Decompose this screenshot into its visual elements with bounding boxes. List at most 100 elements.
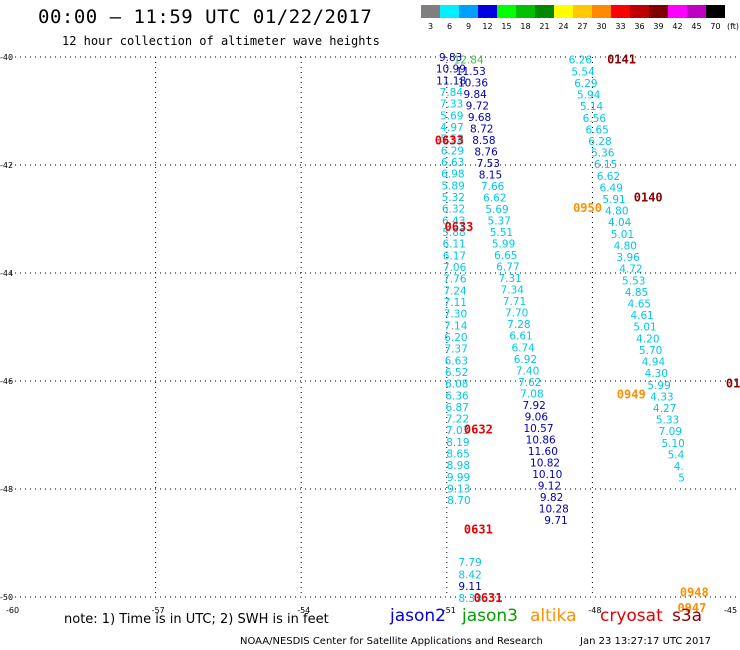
lat-tick-label: -46: [0, 377, 13, 386]
credit-line: NOAA/NESDIS Center for Satellite Applica…: [240, 636, 543, 647]
lon-tick-label: -51: [443, 606, 456, 615]
swh-value: 7.84: [440, 87, 464, 99]
swh-value: 9.11: [458, 581, 481, 593]
lat-tick-label: -50: [0, 593, 13, 602]
swh-value: 9.12: [538, 480, 561, 492]
swh-value: 6.17: [443, 250, 466, 262]
swh-value: 7.28: [507, 319, 530, 331]
swh-value: 4.20: [636, 333, 659, 345]
swh-value: 11.60: [528, 446, 558, 458]
swh-value: 6.87: [446, 402, 469, 414]
swh-value: 4.97: [440, 122, 463, 134]
swh-value: 7.09: [659, 426, 682, 438]
swh-value: 8.58: [472, 135, 495, 147]
swh-value: 9.99: [447, 472, 470, 484]
satellite-s3a: s3a: [672, 606, 703, 626]
swh-value: 5.91: [602, 194, 625, 206]
swh-value: 5.94: [577, 90, 601, 102]
legend-label-42: 42: [672, 22, 683, 31]
swh-value: 7.62: [518, 377, 541, 389]
legend-unit: (ft): [726, 22, 740, 31]
swh-value: 6.98: [441, 169, 464, 181]
satellite-jason2: jason2: [390, 606, 446, 626]
swh-value: 5.69: [440, 110, 463, 122]
swh-value: 9.84: [463, 89, 487, 101]
swh-value: 6.74: [512, 342, 536, 354]
swh-value: 6.20: [444, 332, 467, 344]
swh-value: 6.36: [445, 390, 469, 402]
legend-label-18: 18: [520, 22, 531, 31]
swh-value: 7.79: [458, 557, 481, 569]
swh-value: 6.28: [588, 136, 611, 148]
swh-value: 6.56: [583, 113, 607, 125]
swh-value: 6.26: [569, 55, 593, 67]
swh-value: 5.88: [442, 227, 465, 239]
legend-swatch-9: [459, 5, 478, 18]
swh-value: 6.77: [496, 262, 519, 274]
pass-time-label: 0631: [464, 523, 493, 537]
legend-label-33: 33: [615, 22, 626, 31]
pass-time-label: 0633: [435, 134, 464, 148]
swh-value: 7.30: [444, 309, 467, 321]
legend-label-3: 3: [427, 22, 434, 31]
legend-label-27: 27: [577, 22, 588, 31]
swh-value: 4.61: [630, 310, 653, 322]
swh-value: 7.34: [501, 285, 525, 297]
pass-time-label: 0631: [474, 591, 503, 605]
swh-value: 5: [678, 473, 685, 485]
swh-value: 7.22: [446, 414, 469, 426]
swh-value: 3.96: [616, 252, 640, 264]
footer-note: note: 1) Time is in UTC; 2) SWH is in fe…: [64, 612, 329, 627]
swh-value: 7.40: [516, 365, 539, 377]
swh-value: 8.98: [447, 460, 470, 472]
swh-value: 6.11: [442, 239, 465, 251]
swh-value: 4.30: [645, 368, 668, 380]
pass-time-label: 0140: [634, 190, 663, 204]
swh-value: 5.54: [571, 66, 595, 78]
swh-value: 6.08: [445, 379, 468, 391]
swh-value: 6.92: [514, 354, 537, 366]
lon-tick-label: -48: [588, 606, 601, 615]
legend-label-36: 36: [634, 22, 645, 31]
satellite-altika: altika: [530, 606, 577, 626]
swh-value: 8.42: [458, 569, 481, 581]
legend-swatch-21: [535, 5, 554, 18]
pass-time-label: 0949: [617, 388, 646, 402]
legend-swatch-24: [554, 5, 573, 18]
swh-value: 6.29: [441, 145, 464, 157]
lat-tick-label: -40: [0, 53, 13, 62]
swh-value: 9.83: [439, 52, 462, 64]
page-title: 00:00 – 11:59 UTC 01/22/2017: [38, 6, 373, 28]
swh-value: 10.36: [458, 78, 488, 90]
pass-time-label: 0632: [464, 423, 493, 437]
pass-time-label: 0947: [677, 601, 706, 615]
swh-value: 5.51: [490, 227, 513, 239]
pass-time-label: 0141: [607, 53, 636, 67]
swh-value: 10.82: [530, 457, 560, 469]
swh-value: 5.33: [656, 415, 679, 427]
legend-swatch-39: [649, 5, 668, 18]
swh-value: 8.72: [470, 124, 493, 136]
generated-timestamp: Jan 23 13:27:17 UTC 2017: [580, 636, 712, 647]
swh-value: 6.65: [494, 250, 517, 262]
swh-value: 10.86: [526, 434, 556, 446]
legend-label-39: 39: [653, 22, 664, 31]
swh-value: 10.99: [436, 64, 466, 76]
swh-value: 5.53: [622, 275, 645, 287]
swh-value: 6.63: [445, 355, 468, 367]
swh-value: 5.32: [442, 192, 465, 204]
legend-label-21: 21: [539, 22, 550, 31]
satellite-cryosat: cryosat: [600, 606, 663, 626]
lon-tick-label: -45: [724, 606, 737, 615]
swh-value: 7.33: [440, 99, 463, 111]
legend-swatch-18: [516, 5, 535, 18]
swh-value: 6.32: [442, 204, 465, 216]
swh-value: 7.92: [522, 400, 545, 412]
swh-value: 8.76: [474, 147, 498, 159]
swh-value: 8.70: [447, 495, 470, 507]
swh-value: 5.14: [580, 101, 604, 113]
legend-swatch-15: [497, 5, 516, 18]
legend-swatch-36: [630, 5, 649, 18]
swh-value: 5.36: [591, 148, 615, 160]
swh-value: 6.29: [574, 78, 597, 90]
